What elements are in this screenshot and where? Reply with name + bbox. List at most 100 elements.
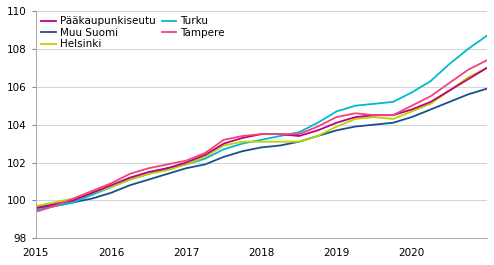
- Helsinki: [146, 172, 152, 175]
- Pääkaupunkiseutu: [315, 129, 321, 132]
- Tampere: [465, 68, 471, 71]
- Pääkaupunkiseutu: [51, 203, 57, 206]
- Helsinki: [428, 102, 434, 105]
- Turku: [428, 80, 434, 83]
- Pääkaupunkiseutu: [221, 142, 227, 145]
- Pääkaupunkiseutu: [371, 114, 377, 117]
- Helsinki: [465, 76, 471, 79]
- Pääkaupunkiseutu: [447, 89, 453, 92]
- Line: Tampere: Tampere: [36, 45, 494, 212]
- Helsinki: [315, 134, 321, 138]
- Turku: [277, 134, 283, 138]
- Turku: [51, 205, 57, 208]
- Muu Suomi: [258, 146, 264, 149]
- Tampere: [315, 125, 321, 128]
- Tampere: [333, 116, 339, 119]
- Turku: [183, 163, 189, 166]
- Pääkaupunkiseutu: [465, 78, 471, 81]
- Turku: [33, 208, 39, 211]
- Muu Suomi: [146, 178, 152, 181]
- Pääkaupunkiseutu: [258, 132, 264, 136]
- Helsinki: [277, 140, 283, 143]
- Muu Suomi: [202, 163, 208, 166]
- Helsinki: [447, 89, 453, 92]
- Helsinki: [484, 66, 490, 69]
- Muu Suomi: [33, 206, 39, 210]
- Tampere: [371, 114, 377, 117]
- Tampere: [447, 81, 453, 85]
- Helsinki: [127, 178, 133, 181]
- Tampere: [258, 132, 264, 136]
- Pääkaupunkiseutu: [277, 132, 283, 136]
- Turku: [465, 47, 471, 50]
- Turku: [371, 102, 377, 105]
- Pääkaupunkiseutu: [390, 114, 396, 117]
- Pääkaupunkiseutu: [352, 116, 358, 119]
- Helsinki: [183, 163, 189, 166]
- Turku: [409, 91, 415, 94]
- Turku: [333, 110, 339, 113]
- Tampere: [70, 197, 76, 200]
- Helsinki: [165, 169, 170, 172]
- Turku: [89, 193, 95, 196]
- Tampere: [33, 210, 39, 213]
- Tampere: [428, 95, 434, 98]
- Turku: [296, 131, 302, 134]
- Muu Suomi: [183, 167, 189, 170]
- Muu Suomi: [89, 197, 95, 200]
- Muu Suomi: [333, 129, 339, 132]
- Muu Suomi: [315, 134, 321, 138]
- Tampere: [146, 167, 152, 170]
- Tampere: [165, 163, 170, 166]
- Turku: [447, 63, 453, 66]
- Turku: [165, 167, 170, 170]
- Turku: [390, 100, 396, 104]
- Pääkaupunkiseutu: [70, 199, 76, 202]
- Pääkaupunkiseutu: [108, 184, 114, 187]
- Muu Suomi: [108, 191, 114, 195]
- Tampere: [352, 112, 358, 115]
- Turku: [127, 178, 133, 181]
- Tampere: [484, 59, 490, 62]
- Pääkaupunkiseutu: [240, 136, 246, 139]
- Line: Pääkaupunkiseutu: Pääkaupunkiseutu: [36, 47, 494, 208]
- Muu Suomi: [165, 172, 170, 175]
- Muu Suomi: [296, 140, 302, 143]
- Tampere: [240, 134, 246, 138]
- Helsinki: [89, 191, 95, 195]
- Pääkaupunkiseutu: [183, 161, 189, 164]
- Turku: [258, 138, 264, 142]
- Pääkaupunkiseutu: [146, 170, 152, 174]
- Tampere: [89, 189, 95, 193]
- Pääkaupunkiseutu: [89, 191, 95, 195]
- Tampere: [51, 205, 57, 208]
- Pääkaupunkiseutu: [33, 206, 39, 210]
- Pääkaupunkiseutu: [333, 121, 339, 124]
- Tampere: [221, 138, 227, 142]
- Pääkaupunkiseutu: [127, 176, 133, 179]
- Tampere: [183, 159, 189, 162]
- Muu Suomi: [352, 125, 358, 128]
- Pääkaupunkiseutu: [484, 66, 490, 69]
- Helsinki: [409, 110, 415, 113]
- Helsinki: [33, 205, 39, 208]
- Muu Suomi: [409, 116, 415, 119]
- Muu Suomi: [447, 100, 453, 104]
- Muu Suomi: [484, 87, 490, 90]
- Pääkaupunkiseutu: [428, 100, 434, 104]
- Turku: [202, 157, 208, 160]
- Muu Suomi: [277, 144, 283, 147]
- Helsinki: [108, 186, 114, 189]
- Helsinki: [70, 197, 76, 200]
- Tampere: [108, 182, 114, 185]
- Tampere: [202, 152, 208, 155]
- Helsinki: [352, 117, 358, 121]
- Turku: [70, 201, 76, 204]
- Helsinki: [333, 125, 339, 128]
- Tampere: [296, 132, 302, 136]
- Line: Turku: Turku: [36, 15, 494, 210]
- Pääkaupunkiseutu: [202, 153, 208, 157]
- Turku: [108, 186, 114, 189]
- Muu Suomi: [221, 155, 227, 158]
- Muu Suomi: [51, 205, 57, 208]
